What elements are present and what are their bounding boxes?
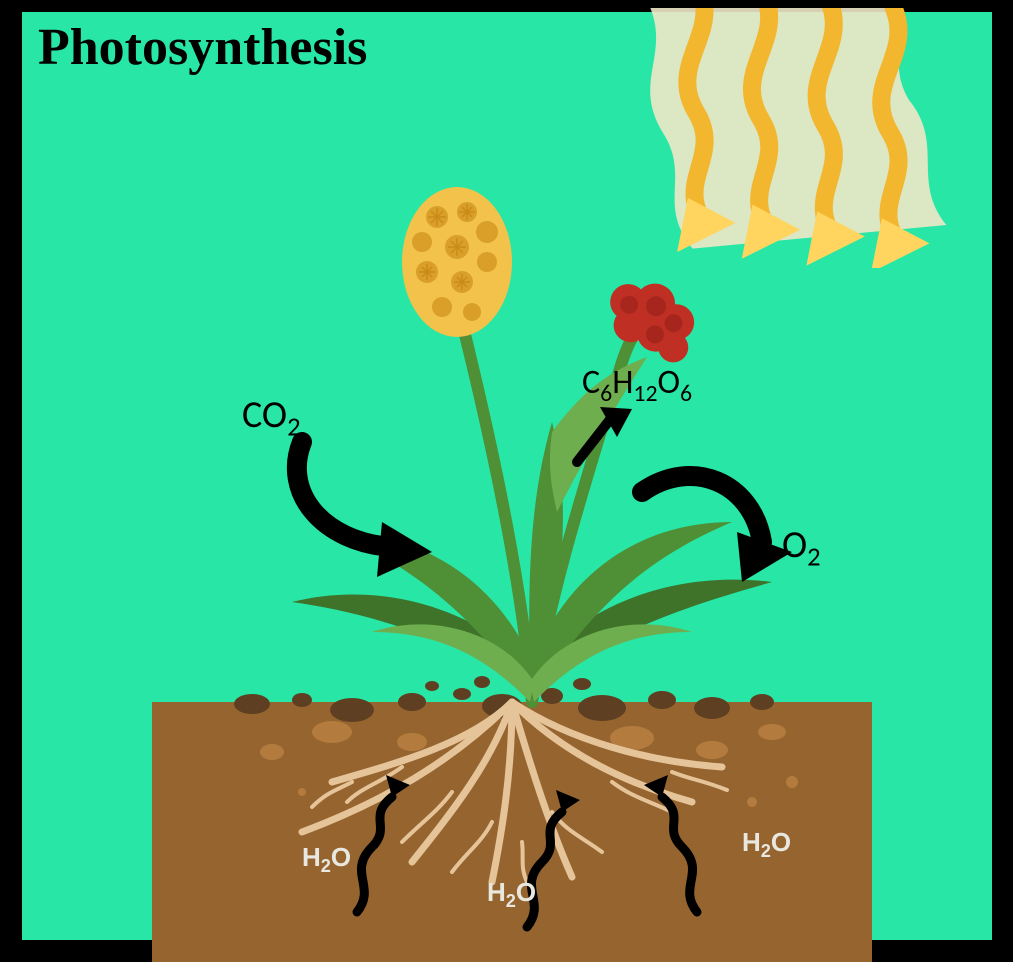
red-flower [596,267,709,367]
c6-s1: 6 [600,379,612,408]
h2o-m-o: O [516,877,536,907]
h2o-r-2: 2 [761,841,771,861]
o2-text: O [782,522,807,568]
h2o-m-h: H [487,877,506,907]
label-h2o-middle: H2O [487,877,536,908]
label-glucose: C6H12O6 [582,362,692,403]
c6-p2: H [612,362,633,403]
label-co2: CO2 [242,392,301,438]
o2-sub: 2 [807,542,820,574]
label-h2o-right: H2O [742,827,791,858]
c6-p3: O [658,362,681,403]
label-o2: O2 [782,522,821,568]
h2o-r-o: O [771,827,791,857]
c6-s2: 12 [633,379,657,408]
co2-sub: 2 [287,412,300,444]
label-h2o-left: H2O [302,842,351,873]
h2o-m-2: 2 [506,891,516,911]
h2o-l-h: H [302,842,321,872]
co2-text: CO [242,392,287,438]
h2o-r-h: H [742,827,761,857]
co2-arrow [272,432,442,582]
glucose-arrow [562,397,642,477]
c6-s3: 6 [680,379,692,408]
c6-p1: C [582,362,600,403]
yellow-flower [402,187,512,337]
h2o-l-o: O [331,842,351,872]
h2o-l-2: 2 [321,856,331,876]
page-title: Photosynthesis [38,18,367,77]
diagram-stage: Photosynthesis [22,12,992,940]
o2-arrow [622,452,802,592]
